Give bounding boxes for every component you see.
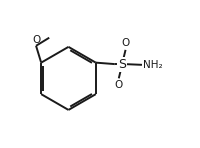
Text: O: O — [122, 38, 130, 48]
Text: O: O — [32, 35, 40, 45]
Text: O: O — [114, 80, 123, 90]
Text: NH₂: NH₂ — [143, 60, 162, 70]
Text: S: S — [118, 58, 126, 71]
